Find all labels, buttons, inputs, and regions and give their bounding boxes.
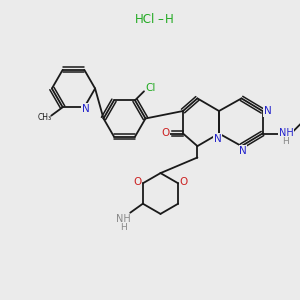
Text: H: H (165, 13, 174, 26)
Text: N: N (264, 106, 272, 116)
Text: HCl: HCl (135, 13, 156, 26)
Text: N: N (82, 104, 90, 114)
Text: H: H (283, 136, 289, 146)
Text: Cl: Cl (146, 83, 156, 93)
Text: N: N (239, 146, 247, 156)
Text: NH: NH (278, 128, 293, 138)
Text: O: O (179, 177, 188, 187)
Text: NH: NH (116, 214, 131, 224)
Text: –: – (158, 13, 164, 26)
Text: N: N (214, 134, 221, 144)
Text: O: O (161, 128, 169, 139)
Text: O: O (133, 177, 142, 187)
Text: CH₃: CH₃ (38, 112, 52, 122)
Text: H: H (120, 223, 127, 232)
